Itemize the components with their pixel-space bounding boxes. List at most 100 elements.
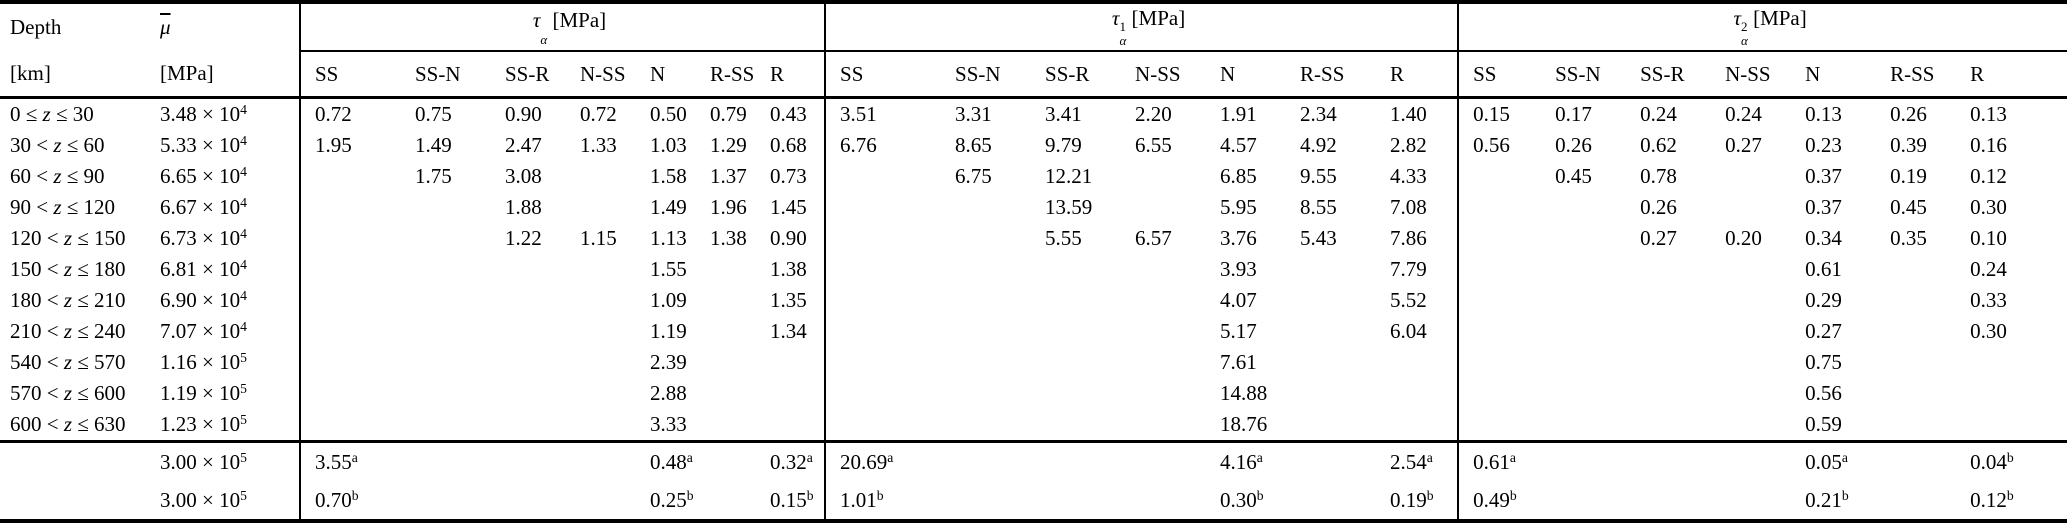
value-cell bbox=[405, 285, 495, 316]
value-cell: 1.45 bbox=[770, 195, 807, 219]
value-cell: 1.88 bbox=[505, 195, 542, 219]
value-cell bbox=[570, 481, 640, 521]
value-cell: 0.59 bbox=[1805, 412, 1842, 436]
depth-cell: 600 < z ≤ 630 bbox=[10, 412, 126, 436]
value-cell: 0.13 bbox=[1970, 102, 2007, 126]
value-cell bbox=[495, 254, 570, 285]
mu-header: μ bbox=[150, 2, 300, 51]
value-cell bbox=[1880, 285, 1960, 316]
depth-cell bbox=[0, 440, 150, 481]
value-cell bbox=[1545, 192, 1630, 223]
value-cell: 13.59 bbox=[1045, 195, 1093, 219]
group-unit: [MPa] bbox=[1131, 6, 1186, 31]
column-header-ss-n: SS-N bbox=[945, 51, 1036, 99]
value-cell bbox=[1035, 347, 1125, 378]
value-cell bbox=[405, 316, 495, 347]
value-cell: 0.10 bbox=[1970, 226, 2007, 250]
value-cell bbox=[1035, 440, 1126, 481]
value-cell bbox=[1715, 378, 1795, 409]
value-cell bbox=[1035, 378, 1125, 409]
value-cell bbox=[1457, 378, 1546, 409]
value-cell bbox=[1290, 347, 1380, 378]
table-row: 120 < z ≤ 150 6.73 × 104 1.22 1.15 1.13 1.38 0… bbox=[0, 223, 2067, 254]
value-cell: 1.33 bbox=[580, 133, 617, 157]
value-cell: 18.76 bbox=[1220, 412, 1268, 436]
value-cell: 4.07 bbox=[1220, 288, 1257, 312]
value-cell bbox=[1457, 223, 1546, 254]
value-cell bbox=[1630, 409, 1715, 442]
column-header-ss-r: SS-R bbox=[495, 51, 570, 99]
table-row: 570 < z ≤ 600 1.19 × 105 2.88 14.88 0.56 bbox=[0, 378, 2067, 409]
value-cell bbox=[1960, 347, 2067, 378]
value-cell bbox=[824, 192, 946, 223]
value-cell: 0.35 bbox=[1890, 226, 1927, 250]
value-cell: 1.13 bbox=[650, 226, 687, 250]
value-cell bbox=[1380, 378, 1458, 409]
value-cell: 14.88 bbox=[1220, 381, 1268, 405]
value-cell: 0.24 bbox=[1725, 102, 1762, 126]
value-cell bbox=[945, 223, 1035, 254]
column-header-ss-r: SS-R bbox=[1035, 51, 1126, 99]
value-cell: 5.52 bbox=[1390, 288, 1427, 312]
value-cell: 0.78 bbox=[1640, 164, 1677, 188]
value-cell: 3.76 bbox=[1220, 226, 1257, 250]
value-cell bbox=[1290, 481, 1380, 521]
value-cell: 0.61 bbox=[1805, 257, 1842, 281]
column-header-n: N bbox=[1795, 51, 1881, 99]
value-cell: 5.43 bbox=[1300, 226, 1337, 250]
mu-cell: 1.16 × 105 bbox=[160, 350, 247, 374]
value-cell: 0.45 bbox=[1890, 195, 1927, 219]
value-cell bbox=[1630, 378, 1715, 409]
value-cell bbox=[824, 347, 946, 378]
value-cell bbox=[570, 409, 640, 442]
table-row: 210 < z ≤ 240 7.07 × 104 1.19 1.34 5.17 6.04 0… bbox=[0, 316, 2067, 347]
depth-cell: 120 < z ≤ 150 bbox=[10, 226, 126, 250]
value-cell: 0.17 bbox=[1555, 102, 1592, 126]
depth-cell: 90 < z ≤ 120 bbox=[10, 195, 116, 219]
value-cell bbox=[1290, 440, 1381, 481]
value-cell: 0.75 bbox=[415, 102, 452, 126]
value-cell: 0.56 bbox=[1457, 130, 1546, 161]
value-cell: 1.95 bbox=[299, 130, 405, 161]
value-cell bbox=[824, 161, 946, 192]
value-cell: 1.03 bbox=[650, 133, 687, 157]
value-cell bbox=[1880, 481, 1960, 521]
value-cell bbox=[405, 192, 495, 223]
value-cell: 0.26 bbox=[1555, 133, 1592, 157]
value-cell: 1.01b bbox=[824, 481, 946, 521]
value-cell bbox=[405, 440, 495, 481]
column-header-r-ss: R-SS bbox=[1880, 51, 1961, 99]
value-cell bbox=[299, 316, 405, 347]
mu-unit-header: [MPa] bbox=[150, 51, 300, 99]
value-cell bbox=[405, 347, 495, 378]
value-cell: 0.33 bbox=[1970, 288, 2007, 312]
value-cell bbox=[1880, 440, 1961, 481]
value-cell: 0.32a bbox=[760, 440, 826, 481]
value-cell bbox=[1630, 347, 1715, 378]
value-cell: 0.62 bbox=[1640, 133, 1677, 157]
value-cell bbox=[1125, 161, 1210, 192]
value-cell: 1.49 bbox=[650, 195, 687, 219]
column-header-n: N bbox=[1210, 51, 1291, 99]
value-cell bbox=[1125, 440, 1211, 481]
value-cell bbox=[760, 378, 825, 409]
value-cell bbox=[405, 378, 495, 409]
value-cell bbox=[1545, 378, 1630, 409]
value-cell bbox=[1125, 192, 1210, 223]
value-cell: 8.65 bbox=[955, 133, 992, 157]
value-cell bbox=[495, 440, 570, 481]
value-cell bbox=[405, 254, 495, 285]
value-cell: 2.82 bbox=[1390, 133, 1427, 157]
mu-cell: 7.07 × 104 bbox=[160, 319, 247, 343]
depth-cell: 210 < z ≤ 240 bbox=[10, 319, 126, 343]
value-cell bbox=[1545, 409, 1630, 442]
value-cell bbox=[824, 409, 946, 442]
value-cell bbox=[570, 347, 640, 378]
value-cell bbox=[824, 285, 946, 316]
value-cell: 0.12 bbox=[1970, 164, 2007, 188]
mu-cell: 6.67 × 104 bbox=[160, 195, 247, 219]
value-cell: 0.21b bbox=[1805, 487, 1849, 512]
value-cell bbox=[700, 347, 760, 378]
tau-subsup: α bbox=[540, 31, 548, 47]
